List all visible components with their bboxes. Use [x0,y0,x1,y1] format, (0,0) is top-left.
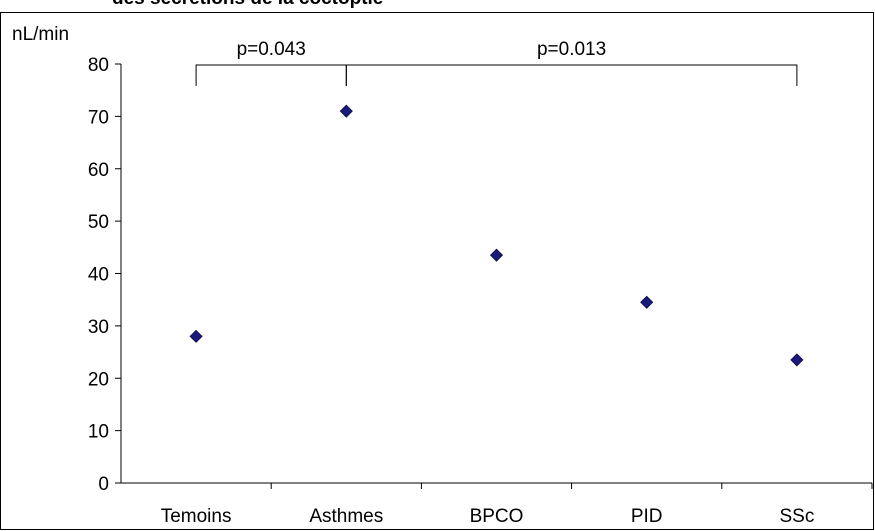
significance-bracket: p=0.013 [345,39,798,86]
data-point [189,329,203,343]
significance-brackets: p=0.043 p=0.013 [195,39,798,86]
y-tick-label: 60 [88,160,109,181]
x-tick-label: PID [631,506,663,527]
significance-bracket: p=0.043 [195,39,347,86]
data-point [640,295,654,309]
data-point [790,353,804,367]
x-tick-label: Asthmes [309,506,383,527]
y-tick-label: 40 [88,265,109,286]
y-tick-label: 70 [88,107,109,128]
y-tick-label: 50 [88,212,109,233]
p-value-label: p=0.013 [537,39,606,60]
chart-frame [0,12,874,530]
bracket-line [195,64,347,86]
y-axis-label: nL/min [12,24,69,45]
y-tick-label: 0 [98,474,109,495]
p-value-label: p=0.043 [237,39,306,60]
data-point [489,248,504,262]
chart-title-cut: des sécrétions de la coctoptie [112,0,383,10]
data-points [189,104,804,367]
axes: 0 10 20 30 40 50 60 70 80 Temoins Asthmes BPCO PID SS… [88,55,873,527]
y-tick-label: 30 [88,317,109,338]
x-tick-label: SSc [779,506,814,527]
y-tick-label: 10 [88,422,109,443]
data-point [339,104,353,118]
x-tick-label: BPCO [470,506,524,527]
x-tick-label: Temoins [161,506,232,527]
y-tick-label: 80 [88,55,109,76]
y-tick-label: 20 [88,369,109,390]
bracket-line [345,64,798,86]
